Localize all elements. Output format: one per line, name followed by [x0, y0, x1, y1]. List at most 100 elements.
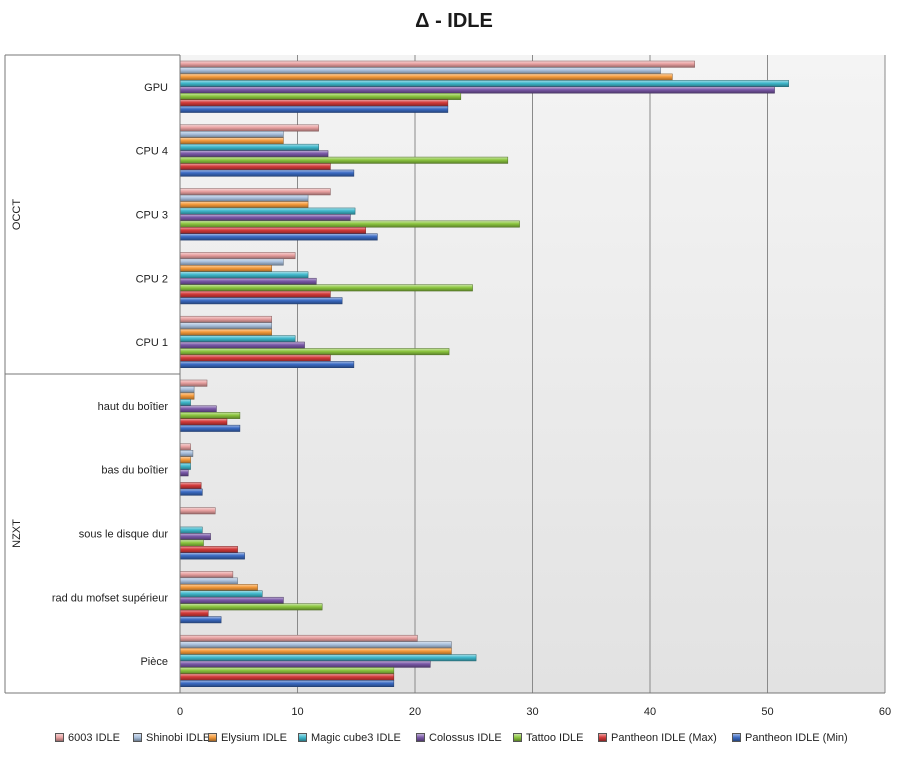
category-label: haut du boîtier: [98, 401, 169, 413]
bar-shinobi-idle-0: [179, 67, 661, 75]
category-label: rad du mofset supérieur: [52, 592, 169, 604]
bar-6003-idle-8: [179, 571, 234, 579]
category-label: CPU 1: [136, 337, 168, 349]
bar-6003-idle-4: [179, 315, 272, 323]
x-tick-label: 30: [526, 706, 538, 718]
legend-label: Shinobi IDLE: [146, 732, 211, 744]
bar-shinobi-idle-5: [179, 386, 195, 394]
bar-pantheon-idle-min--5: [179, 424, 241, 432]
bar-pantheon-idle-min--0: [179, 105, 449, 113]
legend-label: Elysium IDLE: [221, 732, 288, 744]
bar-pantheon-idle-min--7: [179, 552, 245, 560]
bar-magic-cube3-idle-2: [179, 207, 356, 215]
x-tick-label: 60: [879, 706, 891, 718]
x-tick-label: 40: [644, 706, 656, 718]
legend-item: Elysium IDLE: [208, 732, 287, 744]
category-label: CPU 4: [136, 146, 168, 158]
bar-pantheon-idle-max--4: [179, 354, 331, 362]
bar-magic-cube3-idle-9: [179, 654, 477, 662]
bar-elysium-idle-1: [179, 137, 284, 145]
bar-pantheon-idle-min--9: [179, 680, 395, 687]
bar-shinobi-idle-1: [179, 131, 284, 138]
bar-6003-idle-3: [179, 252, 296, 260]
legend-label: Tattoo IDLE: [526, 732, 584, 744]
bar-elysium-idle-5: [179, 392, 195, 400]
bar-pantheon-idle-max--7: [179, 546, 238, 553]
bar-tattoo-idle-9: [179, 667, 395, 675]
bar-magic-cube3-idle-4: [179, 335, 296, 343]
legend-swatch: [732, 733, 741, 742]
legend-swatch: [513, 733, 522, 742]
bar-shinobi-idle-9: [179, 641, 452, 649]
category-label: Pièce: [140, 656, 168, 668]
bar-colossus-idle-0: [179, 86, 775, 94]
bar-pantheon-idle-max--8: [179, 609, 209, 617]
bar-pantheon-idle-max--3: [179, 290, 331, 298]
legend-label: Pantheon IDLE (Min): [745, 732, 848, 744]
bar-shinobi-idle-6: [179, 450, 194, 457]
bar-pantheon-idle-min--1: [179, 169, 355, 177]
bar-6003-idle-5: [179, 379, 208, 387]
bar-elysium-idle-0: [179, 73, 673, 81]
bar-tattoo-idle-2: [179, 220, 520, 228]
bar-pantheon-idle-max--9: [179, 673, 395, 681]
group-label: NZXT: [11, 519, 23, 548]
bar-tattoo-idle-1: [179, 156, 509, 164]
bar-pantheon-idle-min--4: [179, 361, 355, 369]
bar-6003-idle-1: [179, 124, 319, 132]
bar-magic-cube3-idle-0: [179, 80, 789, 87]
legend-item: Pantheon IDLE (Min): [732, 732, 848, 744]
bar-colossus-idle-1: [179, 150, 329, 158]
bar-elysium-idle-8: [179, 584, 258, 591]
bar-6003-idle-2: [179, 188, 331, 196]
x-tick-label: 10: [291, 706, 303, 718]
category-label: sous le disque dur: [79, 529, 169, 541]
legend-swatch: [208, 733, 217, 742]
legend-swatch: [416, 733, 425, 742]
bar-colossus-idle-5: [179, 405, 217, 413]
legend-item: Magic cube3 IDLE: [298, 732, 401, 744]
bar-magic-cube3-idle-6: [179, 462, 191, 470]
x-tick-label: 0: [177, 706, 183, 718]
category-label: GPU: [144, 82, 168, 94]
bar-colossus-idle-6: [179, 469, 189, 477]
bar-tattoo-idle-0: [179, 93, 462, 100]
bar-shinobi-idle-4: [179, 322, 272, 330]
bar-pantheon-idle-max--5: [179, 418, 228, 426]
chart-title: Δ - IDLE: [415, 10, 493, 32]
bar-tattoo-idle-8: [179, 603, 323, 611]
bar-elysium-idle-6: [179, 456, 191, 464]
bar-colossus-idle-8: [179, 596, 284, 604]
bar-elysium-idle-4: [179, 328, 272, 336]
bar-colossus-idle-4: [179, 341, 305, 349]
bar-pantheon-idle-min--3: [179, 297, 343, 305]
legend-label: 6003 IDLE: [68, 732, 120, 744]
x-tick-label: 50: [761, 706, 773, 718]
chart-legend: 6003 IDLE Shinobi IDLE Elysium IDLE Magic c…: [0, 730, 908, 750]
category-label: bas du boîtier: [101, 465, 168, 477]
bar-pantheon-idle-min--2: [179, 233, 378, 241]
bar-pantheon-idle-max--2: [179, 227, 366, 234]
bar-6003-idle-7: [179, 507, 216, 515]
bar-magic-cube3-idle-1: [179, 143, 319, 151]
bar-tattoo-idle-7: [179, 539, 204, 547]
bar-magic-cube3-idle-3: [179, 271, 309, 279]
bar-shinobi-idle-8: [179, 577, 238, 585]
bar-6003-idle-9: [179, 634, 418, 642]
bar-6003-idle-0: [179, 60, 695, 68]
bar-shinobi-idle-3: [179, 258, 284, 266]
bar-pantheon-idle-max--6: [179, 482, 202, 490]
legend-label: Magic cube3 IDLE: [311, 732, 401, 744]
bar-colossus-idle-9: [179, 660, 431, 668]
bar-elysium-idle-3: [179, 265, 272, 272]
bar-magic-cube3-idle-8: [179, 590, 263, 598]
bar-colossus-idle-2: [179, 214, 351, 222]
bar-tattoo-idle-4: [179, 348, 450, 356]
legend-item: Colossus IDLE: [416, 732, 502, 744]
legend-item: Pantheon IDLE (Max): [598, 732, 717, 744]
bar-pantheon-idle-max--1: [179, 163, 331, 171]
group-label: OCCT: [11, 199, 23, 230]
bar-magic-cube3-idle-7: [179, 526, 203, 534]
